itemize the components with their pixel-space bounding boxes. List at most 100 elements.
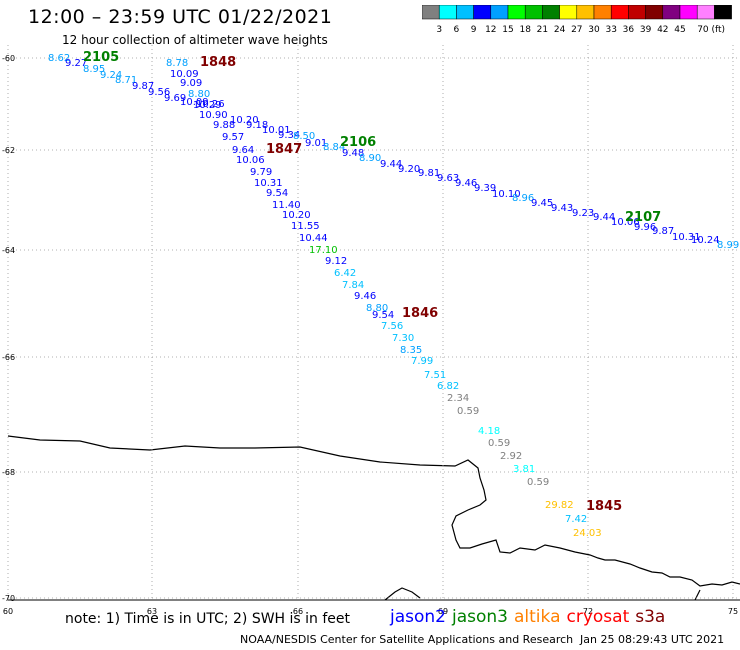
track-value-label: 9.63 bbox=[437, 173, 459, 184]
pass-time-label: 2106 bbox=[340, 135, 376, 150]
track-value-label: 11.40 bbox=[272, 200, 301, 211]
track-value-label: 10.26 bbox=[196, 99, 225, 110]
track-value-label: 8.80 bbox=[188, 89, 210, 100]
track-value-label: 9.34 bbox=[278, 130, 300, 141]
track-value-label: 24.03 bbox=[573, 528, 602, 539]
track-value-label: 10.31 bbox=[672, 232, 701, 243]
track-value-label: 9.46 bbox=[455, 178, 477, 189]
track-value-label: 2.34 bbox=[447, 393, 469, 404]
longitude-label: 72 bbox=[583, 607, 593, 616]
track-value-label: 6.82 bbox=[437, 381, 459, 392]
track-value-label: 17.10 bbox=[309, 245, 338, 256]
map-title: 12:00 – 23:59 UTC 01/22/2021 bbox=[28, 6, 333, 28]
track-value-label: 10.44 bbox=[299, 233, 328, 244]
track-value-label: 8.84 bbox=[323, 142, 345, 153]
track-value-label: 8.71 bbox=[115, 75, 137, 86]
track-value-label: 2.92 bbox=[500, 451, 522, 462]
track-value-label: 9.39 bbox=[474, 183, 496, 194]
track-value-label: 8.95 bbox=[83, 64, 105, 75]
track-value-label: 9.64 bbox=[232, 145, 254, 156]
colorbar-swatch bbox=[714, 5, 732, 20]
track-value-label: 9.48 bbox=[342, 148, 364, 159]
track-value-label: 7.51 bbox=[424, 370, 446, 381]
track-value-label: 9.44 bbox=[593, 212, 615, 223]
legend-entry-jason2: jason2 bbox=[390, 607, 446, 627]
pass-time-label: 1846 bbox=[402, 306, 438, 321]
colorbar-tick-label: 36 bbox=[623, 25, 635, 35]
longitude-label: 66 bbox=[293, 607, 303, 616]
track-value-label: 9.57 bbox=[222, 132, 244, 143]
footer-note: note: 1) Time is in UTC; 2) SWH is in fe… bbox=[65, 611, 351, 627]
coastline-south bbox=[384, 587, 421, 601]
track-value-label: 9.87 bbox=[132, 81, 154, 92]
track-value-label: 10.90 bbox=[199, 110, 228, 121]
track-value-label: 9.46 bbox=[354, 291, 376, 302]
colorbar-tick-label: 39 bbox=[640, 25, 652, 35]
satellite-track-b: 8.7810.099.098.8010.2910.909.889.579.641… bbox=[166, 58, 602, 539]
track-value-label: 4.18 bbox=[478, 426, 500, 437]
coastline-east bbox=[694, 589, 701, 601]
track-value-label: 10.01 bbox=[262, 125, 291, 136]
legend-entry-jason3: jason3 bbox=[452, 607, 508, 627]
colorbar-tick-label: 9 bbox=[471, 25, 477, 35]
track-value-label: 3.81 bbox=[513, 464, 535, 475]
map-subtitle: 12 hour collection of altimeter wave hei… bbox=[62, 33, 328, 47]
colorbar-tick-label: 33 bbox=[605, 25, 616, 35]
track-value-label: 9.54 bbox=[266, 188, 288, 199]
latitude-label: -68 bbox=[2, 468, 15, 477]
legend-entry-cryosat: cryosat bbox=[566, 607, 630, 627]
track-value-label: 9.96 bbox=[634, 222, 656, 233]
track-value-label: 10.24 bbox=[691, 235, 720, 246]
track-value-label: 9.20 bbox=[398, 164, 420, 175]
pass-time-label: 1847 bbox=[266, 142, 302, 157]
track-value-label: 6.42 bbox=[334, 268, 356, 279]
longitude-label: 63 bbox=[147, 607, 157, 616]
latitude-label: -70 bbox=[2, 594, 15, 603]
track-value-label: 7.84 bbox=[342, 280, 364, 291]
track-value-label: 9.27 bbox=[65, 58, 87, 69]
colorbar-tick-label: 30 bbox=[588, 25, 600, 35]
track-value-label: 9.43 bbox=[551, 203, 573, 214]
colorbar-tick-label: 45 bbox=[674, 25, 685, 35]
colorbar-tick-label: 3 bbox=[436, 25, 442, 35]
pass-time-label: 2107 bbox=[625, 210, 661, 225]
longitude-label: 60 bbox=[3, 607, 13, 616]
track-value-label: 7.30 bbox=[392, 333, 414, 344]
colorbar-tick-label: 27 bbox=[571, 25, 582, 35]
track-value-label: 0.59 bbox=[488, 438, 510, 449]
pass-time-label: 1845 bbox=[586, 499, 622, 514]
latitude-label: -64 bbox=[2, 246, 15, 255]
colorbar-tick-label: 42 bbox=[657, 25, 668, 35]
track-value-label: 11.55 bbox=[291, 221, 320, 232]
latitude-label: -60 bbox=[2, 54, 15, 63]
axis-labels: -60 -62 -64 -66 -68 -70 60 63 66 69 72 75 bbox=[2, 54, 738, 616]
track-value-label: 9.09 bbox=[180, 78, 202, 89]
latitude-label: -66 bbox=[2, 353, 15, 362]
track-value-label: 10.09 bbox=[170, 69, 199, 80]
track-value-label: 10.29 bbox=[193, 100, 222, 111]
track-value-label: 9.44 bbox=[380, 159, 402, 170]
track-value-label: 9.12 bbox=[325, 256, 347, 267]
pass-time-label: 2105 bbox=[83, 50, 119, 65]
track-value-label: 10.20 bbox=[230, 115, 259, 126]
track-value-label: 9.88 bbox=[213, 120, 235, 131]
track-value-label: 9.56 bbox=[148, 87, 170, 98]
track-value-label: 8.90 bbox=[359, 153, 381, 164]
track-value-label: 0.59 bbox=[527, 477, 549, 488]
track-value-label: 9.24 bbox=[100, 70, 122, 81]
latitude-label: -62 bbox=[2, 146, 15, 155]
pass-labels: 2105 1848 1847 2106 2107 1846 1845 bbox=[83, 50, 661, 514]
track-value-label: 7.99 bbox=[411, 356, 433, 367]
legend-entry-s3a: s3a bbox=[635, 607, 666, 627]
track-value-label: 7.42 bbox=[565, 514, 587, 525]
track-value-label: 9.81 bbox=[418, 168, 440, 179]
coastline bbox=[7, 435, 740, 587]
satellite-track-a: 8.629.278.959.248.719.879.569.6910.0910.… bbox=[48, 53, 739, 251]
colorbar-tick-label: 70 (ft) bbox=[697, 25, 725, 35]
track-value-label: 10.31 bbox=[254, 178, 283, 189]
color-scale-bar: 3 6 9 12 15 18 21 24 27 30 33 36 39 42 45 70 (ft) bbox=[422, 5, 732, 35]
track-value-label: 0.59 bbox=[457, 406, 479, 417]
track-value-label: 9.54 bbox=[372, 310, 394, 321]
track-value-label: 8.35 bbox=[400, 345, 422, 356]
